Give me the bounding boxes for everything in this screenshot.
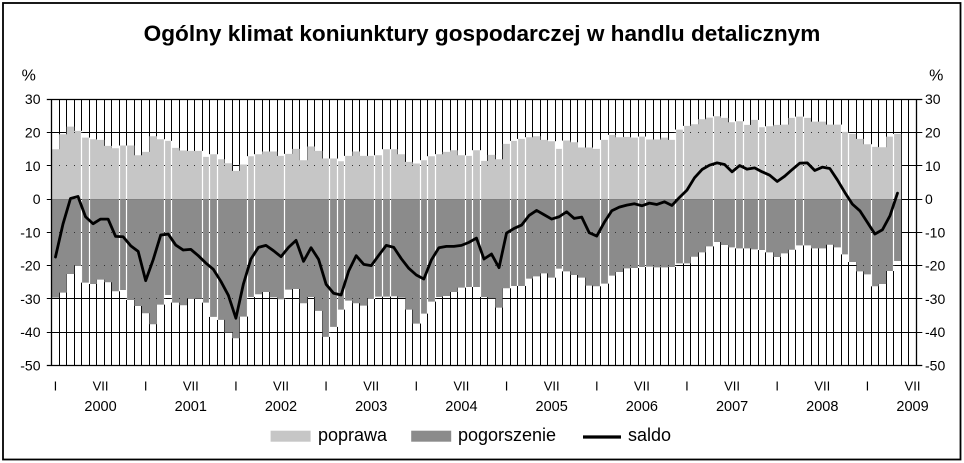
svg-text:-10: -10	[20, 224, 40, 240]
svg-text:-40: -40	[20, 324, 40, 340]
svg-text:2004: 2004	[445, 399, 477, 415]
svg-text:Ogólny klimat koniunktury gosp: Ogólny klimat koniunktury gospodarczej w…	[144, 21, 821, 46]
svg-text:-30: -30	[20, 291, 40, 307]
svg-text:2003: 2003	[355, 399, 387, 415]
svg-text:saldo: saldo	[628, 425, 671, 445]
svg-text:I: I	[324, 379, 328, 394]
svg-text:2008: 2008	[806, 399, 838, 415]
svg-text:VII: VII	[183, 379, 199, 394]
svg-text:2000: 2000	[84, 399, 116, 415]
svg-text:pogorszenie: pogorszenie	[458, 425, 556, 445]
svg-text:I: I	[685, 379, 689, 394]
svg-text:%: %	[929, 68, 943, 85]
svg-text:2007: 2007	[716, 399, 748, 415]
svg-text:I: I	[54, 379, 58, 394]
svg-text:-20: -20	[20, 258, 40, 274]
svg-text:VII: VII	[724, 379, 740, 394]
svg-text:-40: -40	[925, 324, 945, 340]
svg-text:I: I	[775, 379, 779, 394]
svg-text:2005: 2005	[536, 399, 568, 415]
svg-text:2002: 2002	[265, 399, 297, 415]
svg-text:VII: VII	[905, 379, 921, 394]
svg-text:VII: VII	[453, 379, 469, 394]
svg-text:20: 20	[25, 124, 41, 140]
svg-text:VII: VII	[93, 379, 109, 394]
svg-text:poprawa: poprawa	[318, 425, 388, 445]
svg-text:VII: VII	[363, 379, 379, 394]
svg-text:-20: -20	[925, 258, 945, 274]
svg-text:VII: VII	[544, 379, 560, 394]
svg-text:2009: 2009	[896, 399, 928, 415]
svg-text:0: 0	[925, 191, 933, 207]
svg-text:I: I	[144, 379, 148, 394]
svg-text:10: 10	[25, 158, 41, 174]
svg-text:-50: -50	[20, 357, 40, 373]
svg-text:I: I	[866, 379, 870, 394]
svg-text:I: I	[234, 379, 238, 394]
svg-text:I: I	[505, 379, 509, 394]
svg-text:0: 0	[33, 191, 41, 207]
svg-text:I: I	[415, 379, 419, 394]
svg-text:20: 20	[925, 124, 941, 140]
svg-text:%: %	[22, 68, 36, 85]
svg-text:-10: -10	[925, 224, 945, 240]
svg-text:2001: 2001	[175, 399, 207, 415]
svg-text:30: 30	[25, 91, 41, 107]
svg-text:I: I	[595, 379, 599, 394]
svg-text:VII: VII	[814, 379, 830, 394]
svg-text:-50: -50	[925, 357, 945, 373]
svg-text:VII: VII	[634, 379, 650, 394]
svg-text:VII: VII	[273, 379, 289, 394]
svg-text:30: 30	[925, 91, 941, 107]
svg-text:10: 10	[925, 158, 941, 174]
svg-text:-30: -30	[925, 291, 945, 307]
svg-text:2006: 2006	[626, 399, 658, 415]
